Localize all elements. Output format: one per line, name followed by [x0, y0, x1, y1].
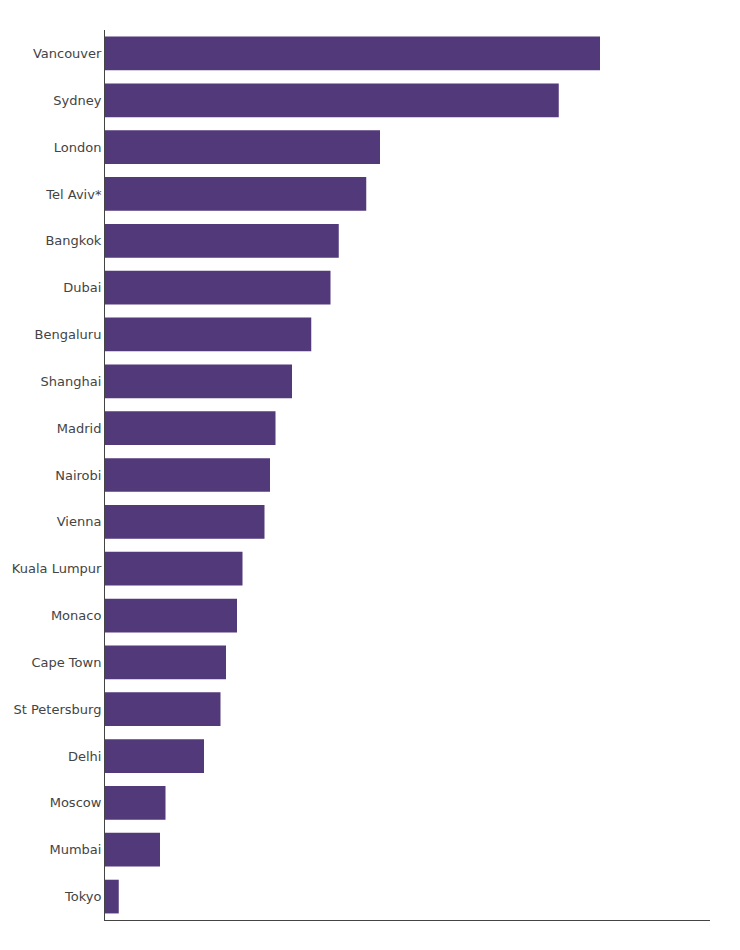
svg-text:Madrid: Madrid [57, 421, 102, 436]
svg-text:Vienna: Vienna [57, 514, 102, 529]
svg-text:Sydney: Sydney [53, 93, 101, 108]
svg-text:London: London [54, 140, 102, 155]
svg-text:Dubai: Dubai [63, 280, 101, 295]
svg-text:Bengaluru: Bengaluru [35, 327, 102, 342]
svg-text:Kuala Lumpur: Kuala Lumpur [12, 561, 102, 576]
svg-text:Delhi: Delhi [68, 749, 101, 764]
svg-text:Vancouver: Vancouver [33, 46, 102, 61]
svg-text:St Petersburg: St Petersburg [13, 702, 101, 717]
svg-text:Shanghai: Shanghai [41, 374, 102, 389]
svg-text:Bangkok: Bangkok [45, 233, 101, 248]
svg-text:Nairobi: Nairobi [55, 468, 101, 483]
svg-text:Cape Town: Cape Town [31, 655, 101, 670]
svg-text:Tokyo: Tokyo [64, 889, 101, 904]
svg-text:Moscow: Moscow [50, 795, 102, 810]
svg-text:Mumbai: Mumbai [49, 842, 101, 857]
svg-text:Monaco: Monaco [51, 608, 102, 623]
svg-text:Tel Aviv*: Tel Aviv* [45, 187, 102, 202]
